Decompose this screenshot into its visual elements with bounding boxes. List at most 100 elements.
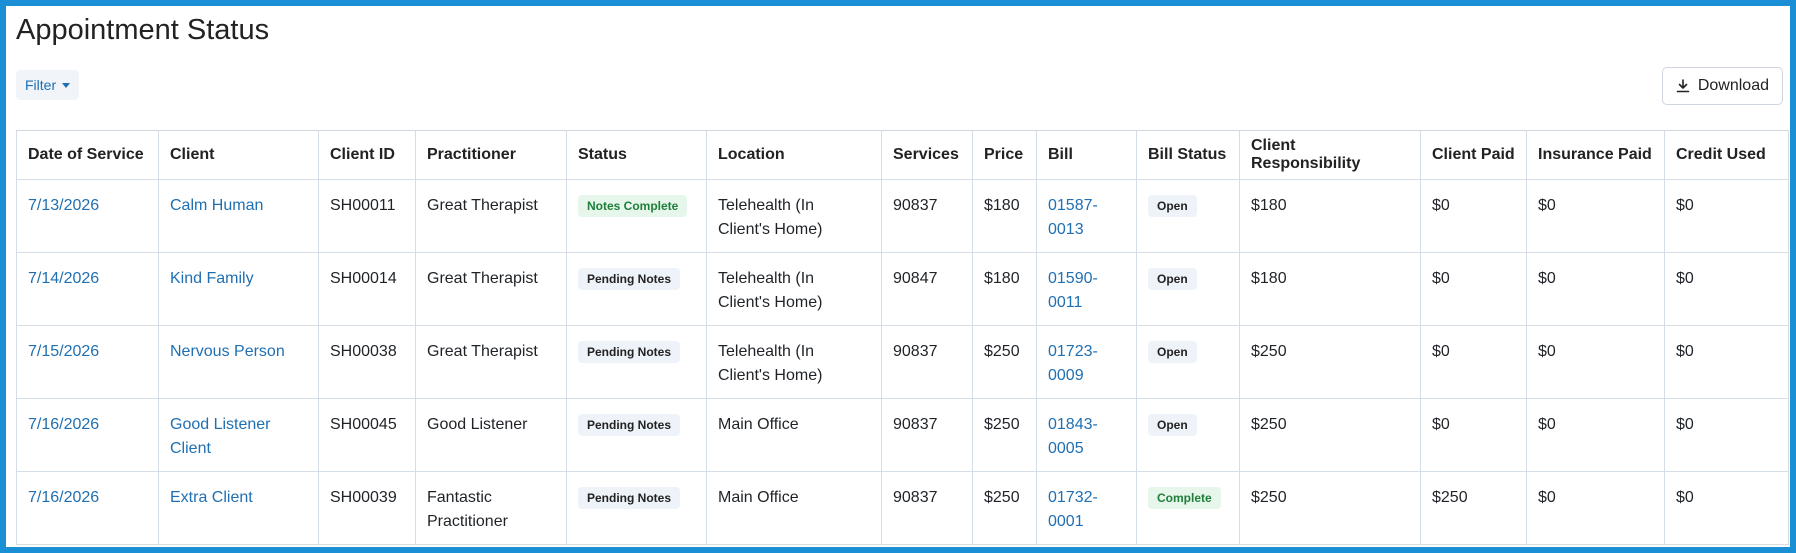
- client-responsibility: $250: [1239, 471, 1421, 545]
- client-responsibility: $250: [1239, 325, 1421, 399]
- credit-used: $0: [1664, 325, 1789, 399]
- table-row: 7/14/2026 Kind Family SH00014 Great Ther…: [16, 252, 1789, 326]
- table-row: 7/13/2026 Calm Human SH00011 Great Thera…: [16, 179, 1789, 253]
- column-header[interactable]: Services: [881, 130, 973, 180]
- practitioner: Great Therapist: [415, 252, 567, 326]
- status-badge: Pending Notes: [578, 487, 681, 509]
- insurance-paid: $0: [1526, 252, 1665, 326]
- client-link[interactable]: Calm Human: [170, 197, 264, 214]
- location: Telehealth (In Client's Home): [706, 179, 882, 253]
- date-of-service-link[interactable]: 7/15/2026: [28, 343, 100, 360]
- bill-status-badge: Open: [1148, 268, 1197, 290]
- column-header[interactable]: Bill: [1036, 130, 1137, 180]
- client-responsibility: $180: [1239, 252, 1421, 326]
- column-header[interactable]: Location: [706, 130, 882, 180]
- column-header[interactable]: Client Responsibility: [1239, 130, 1421, 180]
- price: $250: [972, 325, 1037, 399]
- services: 90837: [881, 179, 973, 253]
- filter-label: Filter: [25, 77, 57, 93]
- download-button[interactable]: Download: [1661, 67, 1783, 105]
- column-header[interactable]: Date of Service: [16, 130, 159, 180]
- bill-status-badge: Complete: [1148, 487, 1221, 509]
- insurance-paid: $0: [1526, 325, 1665, 399]
- client-paid: $0: [1420, 398, 1527, 472]
- appointments-table-container: Date of Service Client Client ID Practit…: [16, 130, 1789, 545]
- client-paid: $250: [1420, 471, 1527, 545]
- practitioner: Great Therapist: [415, 179, 567, 253]
- table-row: 7/16/2026 Good Listener Client SH00045 G…: [16, 398, 1789, 472]
- column-header[interactable]: Status: [566, 130, 707, 180]
- column-header[interactable]: Client: [158, 130, 319, 180]
- services: 90837: [881, 325, 973, 399]
- date-of-service-link[interactable]: 7/14/2026: [28, 270, 100, 287]
- page-title: Appointment Status: [16, 14, 270, 46]
- services: 90837: [881, 471, 973, 545]
- bill-link[interactable]: 01732-0001: [1048, 489, 1098, 530]
- client-id: SH00038: [318, 325, 416, 399]
- column-header[interactable]: Practitioner: [415, 130, 567, 180]
- column-header[interactable]: Bill Status: [1136, 130, 1240, 180]
- price: $180: [972, 179, 1037, 253]
- status-badge: Pending Notes: [578, 341, 681, 363]
- table-row: 7/15/2026 Nervous Person SH00038 Great T…: [16, 325, 1789, 399]
- status-badge: Pending Notes: [578, 414, 681, 436]
- status-badge: Notes Complete: [578, 195, 688, 217]
- date-of-service-link[interactable]: 7/16/2026: [28, 489, 100, 506]
- insurance-paid: $0: [1526, 471, 1665, 545]
- price: $250: [972, 398, 1037, 472]
- date-of-service-link[interactable]: 7/16/2026: [28, 416, 100, 433]
- credit-used: $0: [1664, 398, 1789, 472]
- services: 90847: [881, 252, 973, 326]
- download-icon: [1676, 79, 1690, 93]
- column-header[interactable]: Price: [972, 130, 1037, 180]
- location: Telehealth (In Client's Home): [706, 252, 882, 326]
- client-responsibility: $250: [1239, 398, 1421, 472]
- price: $250: [972, 471, 1037, 545]
- filter-dropdown-button[interactable]: Filter: [16, 70, 80, 100]
- chevron-down-icon: [62, 82, 71, 88]
- insurance-paid: $0: [1526, 179, 1665, 253]
- practitioner: Fantastic Practitioner: [415, 471, 567, 545]
- location: Telehealth (In Client's Home): [706, 325, 882, 399]
- insurance-paid: $0: [1526, 398, 1665, 472]
- date-of-service-link[interactable]: 7/13/2026: [28, 197, 100, 214]
- client-paid: $0: [1420, 325, 1527, 399]
- credit-used: $0: [1664, 471, 1789, 545]
- bill-status-badge: Open: [1148, 414, 1197, 436]
- appointments-table: Date of Service Client Client ID Practit…: [16, 130, 1789, 545]
- bill-link[interactable]: 01723-0009: [1048, 343, 1098, 384]
- table-header-row: Date of Service Client Client ID Practit…: [16, 130, 1789, 180]
- status-badge: Pending Notes: [578, 268, 681, 290]
- client-id: SH00011: [318, 179, 416, 253]
- column-header[interactable]: Client Paid: [1420, 130, 1527, 180]
- bill-status-badge: Open: [1148, 195, 1197, 217]
- client-paid: $0: [1420, 252, 1527, 326]
- download-label: Download: [1697, 77, 1769, 94]
- client-link[interactable]: Good Listener Client: [170, 416, 271, 457]
- client-id: SH00039: [318, 471, 416, 545]
- credit-used: $0: [1664, 179, 1789, 253]
- location: Main Office: [706, 398, 882, 472]
- practitioner: Great Therapist: [415, 325, 567, 399]
- client-link[interactable]: Kind Family: [170, 270, 254, 287]
- client-id: SH00045: [318, 398, 416, 472]
- client-paid: $0: [1420, 179, 1527, 253]
- client-id: SH00014: [318, 252, 416, 326]
- services: 90837: [881, 398, 973, 472]
- column-header[interactable]: Client ID: [318, 130, 416, 180]
- price: $180: [972, 252, 1037, 326]
- bill-link[interactable]: 01590-0011: [1048, 270, 1098, 311]
- bill-status-badge: Open: [1148, 341, 1197, 363]
- column-header[interactable]: Insurance Paid: [1526, 130, 1665, 180]
- location: Main Office: [706, 471, 882, 545]
- bill-link[interactable]: 01843-0005: [1048, 416, 1098, 457]
- column-header[interactable]: Credit Used: [1664, 130, 1789, 180]
- credit-used: $0: [1664, 252, 1789, 326]
- table-row: 7/16/2026 Extra Client SH00039 Fantastic…: [16, 471, 1789, 545]
- client-link[interactable]: Extra Client: [170, 489, 253, 506]
- practitioner: Good Listener: [415, 398, 567, 472]
- client-link[interactable]: Nervous Person: [170, 343, 285, 360]
- client-responsibility: $180: [1239, 179, 1421, 253]
- bill-link[interactable]: 01587-0013: [1048, 197, 1098, 238]
